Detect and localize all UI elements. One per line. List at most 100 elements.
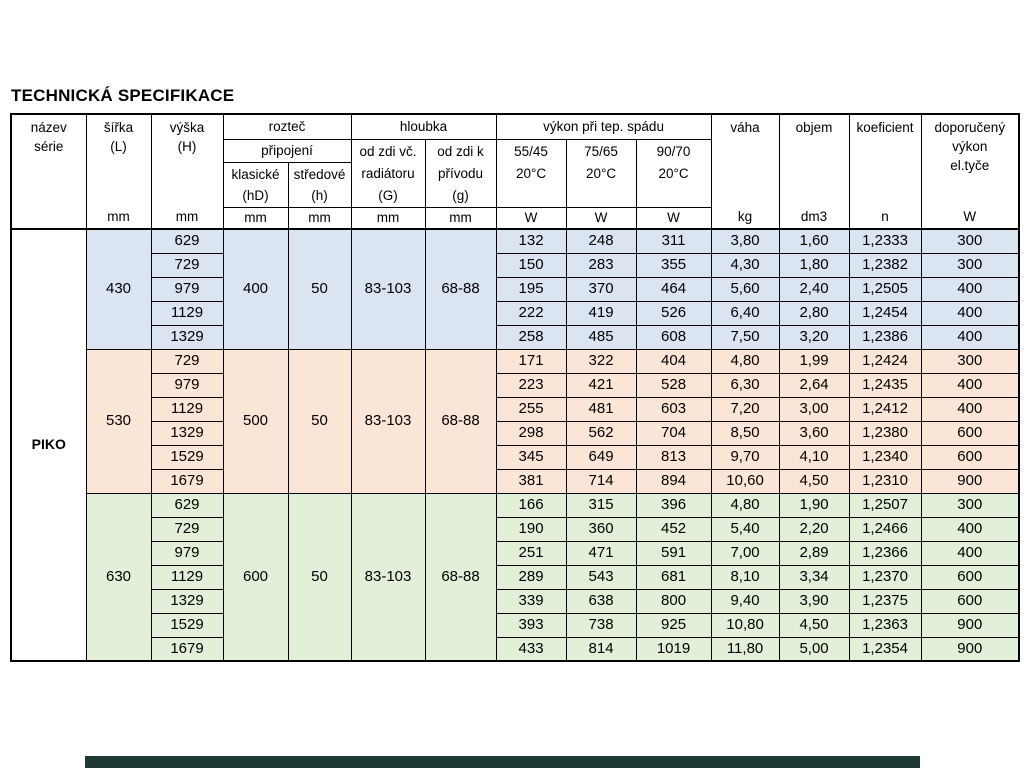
power-9070-cell: 681 (635, 564, 712, 590)
pitch-classic-cell: 500 (222, 348, 289, 494)
height-cell: 729 (150, 252, 224, 278)
weight-cell: 9,70 (710, 444, 780, 470)
height-cell: 979 (150, 276, 224, 302)
recommended-power-cell: 300 (920, 492, 1020, 518)
header-weight-unit: kg (737, 208, 753, 224)
power-7565-cell: 421 (565, 372, 637, 398)
pitch-center-cell: 50 (287, 492, 352, 662)
recommended-power-cell: 400 (920, 324, 1020, 350)
coefficient-cell: 1,2507 (848, 492, 922, 518)
power-7565-cell: 649 (565, 444, 637, 470)
depth-incl-radiator-cell: 83-103 (350, 492, 426, 662)
header-width-unit: mm (107, 208, 130, 224)
recommended-power-cell: 400 (920, 372, 1020, 398)
power-7565-cell: 360 (565, 516, 637, 542)
power-5545-cell: 345 (495, 444, 567, 470)
spec-row: 1329 298 562 704 8,50 3,60 1,2380 600 (11, 420, 1020, 446)
power-5545-cell: 289 (495, 564, 567, 590)
power-9070-cell: 925 (635, 612, 712, 638)
recommended-power-cell: 400 (920, 516, 1020, 542)
power-5545-cell: 255 (495, 396, 567, 422)
power-5545-cell: 166 (495, 492, 567, 518)
volume-cell: 3,60 (778, 420, 850, 446)
power-7565-cell: 562 (565, 420, 637, 446)
weight-cell: 6,30 (710, 372, 780, 398)
recommended-power-cell: 900 (920, 468, 1020, 494)
weight-cell: 4,80 (710, 492, 780, 518)
height-cell: 1329 (150, 588, 224, 614)
power-9070-cell: 311 (635, 228, 712, 254)
power-7565-cell: 370 (565, 276, 637, 302)
spec-row: 1679 381 714 894 10,60 4,50 1,2310 900 (11, 468, 1020, 494)
weight-cell: 4,30 (710, 252, 780, 278)
header-power-5545: 55/45 20°C (495, 138, 567, 208)
volume-cell: 2,80 (778, 300, 850, 326)
power-9070-cell: 526 (635, 300, 712, 326)
power-7565-cell: 481 (565, 396, 637, 422)
power-7565-cell: 485 (565, 324, 637, 350)
weight-cell: 8,50 (710, 420, 780, 446)
height-cell: 629 (150, 492, 224, 518)
header-coefficient: koeficient n (848, 113, 922, 230)
power-7565-cell: 315 (565, 492, 637, 518)
header-depth-incl-radiator-unit: mm (350, 206, 426, 230)
power-9070-cell: 404 (635, 348, 712, 374)
header-recommended-power: doporučený výkon el.tyče W (920, 113, 1020, 230)
header-coefficient-unit: n (881, 208, 889, 224)
power-7565-cell: 471 (565, 540, 637, 566)
spec-row: 979 223 421 528 6,30 2,64 1,2435 400 (11, 372, 1020, 398)
recommended-power-cell: 400 (920, 300, 1020, 326)
depth-to-supply-cell: 68-88 (424, 348, 497, 494)
coefficient-cell: 1,2466 (848, 516, 922, 542)
power-5545-cell: 190 (495, 516, 567, 542)
power-7565-cell: 248 (565, 228, 637, 254)
volume-cell: 4,10 (778, 444, 850, 470)
bottom-bar (85, 756, 920, 768)
header-power-9070: 90/70 20°C (635, 138, 712, 208)
header-height-unit: mm (175, 208, 199, 224)
header-weight: váha kg (710, 113, 780, 230)
recommended-power-cell: 300 (920, 348, 1020, 374)
power-9070-cell: 813 (635, 444, 712, 470)
power-9070-cell: 894 (635, 468, 712, 494)
power-7565-cell: 283 (565, 252, 637, 278)
pitch-classic-cell: 600 (222, 492, 289, 662)
coefficient-cell: 1,2435 (848, 372, 922, 398)
power-5545-cell: 298 (495, 420, 567, 446)
spec-row: PIKO 430 629 400 50 83-103 68-88 132 248 311 3,80 1… (10, 228, 1020, 662)
volume-cell: 4,50 (778, 612, 850, 638)
power-5545-cell: 381 (495, 468, 567, 494)
recommended-power-cell: 600 (920, 564, 1020, 590)
coefficient-cell: 1,2412 (848, 396, 922, 422)
power-9070-cell: 452 (635, 516, 712, 542)
header-pitch-classic-unit: mm (222, 206, 289, 230)
coefficient-cell: 1,2375 (848, 588, 922, 614)
weight-cell: 4,80 (710, 348, 780, 374)
coefficient-cell: 1,2310 (848, 468, 922, 494)
header-power-5545-unit: W (495, 206, 567, 230)
coefficient-cell: 1,2382 (848, 252, 922, 278)
recommended-power-cell: 400 (920, 396, 1020, 422)
depth-to-supply-cell: 68-88 (424, 228, 497, 350)
page-title: TECHNICKÁ SPECIFIKACE (11, 86, 235, 105)
height-cell: 1529 (150, 612, 224, 638)
power-7565-cell: 814 (565, 636, 637, 662)
header-pitch-center-unit: mm (287, 206, 352, 230)
coefficient-cell: 1,2354 (848, 636, 922, 662)
power-7565-cell: 543 (565, 564, 637, 590)
power-5545-cell: 433 (495, 636, 567, 662)
power-5545-cell: 150 (495, 252, 567, 278)
height-cell: 1529 (150, 444, 224, 470)
pitch-center-cell: 50 (287, 228, 352, 350)
spec-row: 979 195 370 464 5,60 2,40 1,2505 400 (11, 276, 1020, 302)
height-cell: 1679 (150, 468, 224, 494)
power-7565-cell: 714 (565, 468, 637, 494)
power-9070-cell: 608 (635, 324, 712, 350)
header-power-7565: 75/65 20°C (565, 138, 637, 208)
height-cell: 1329 (150, 420, 224, 446)
height-cell: 1129 (150, 396, 224, 422)
power-7565-cell: 322 (565, 348, 637, 374)
depth-to-supply-cell: 68-88 (424, 492, 497, 662)
volume-cell: 2,89 (778, 540, 850, 566)
pitch-center-cell: 50 (287, 348, 352, 494)
